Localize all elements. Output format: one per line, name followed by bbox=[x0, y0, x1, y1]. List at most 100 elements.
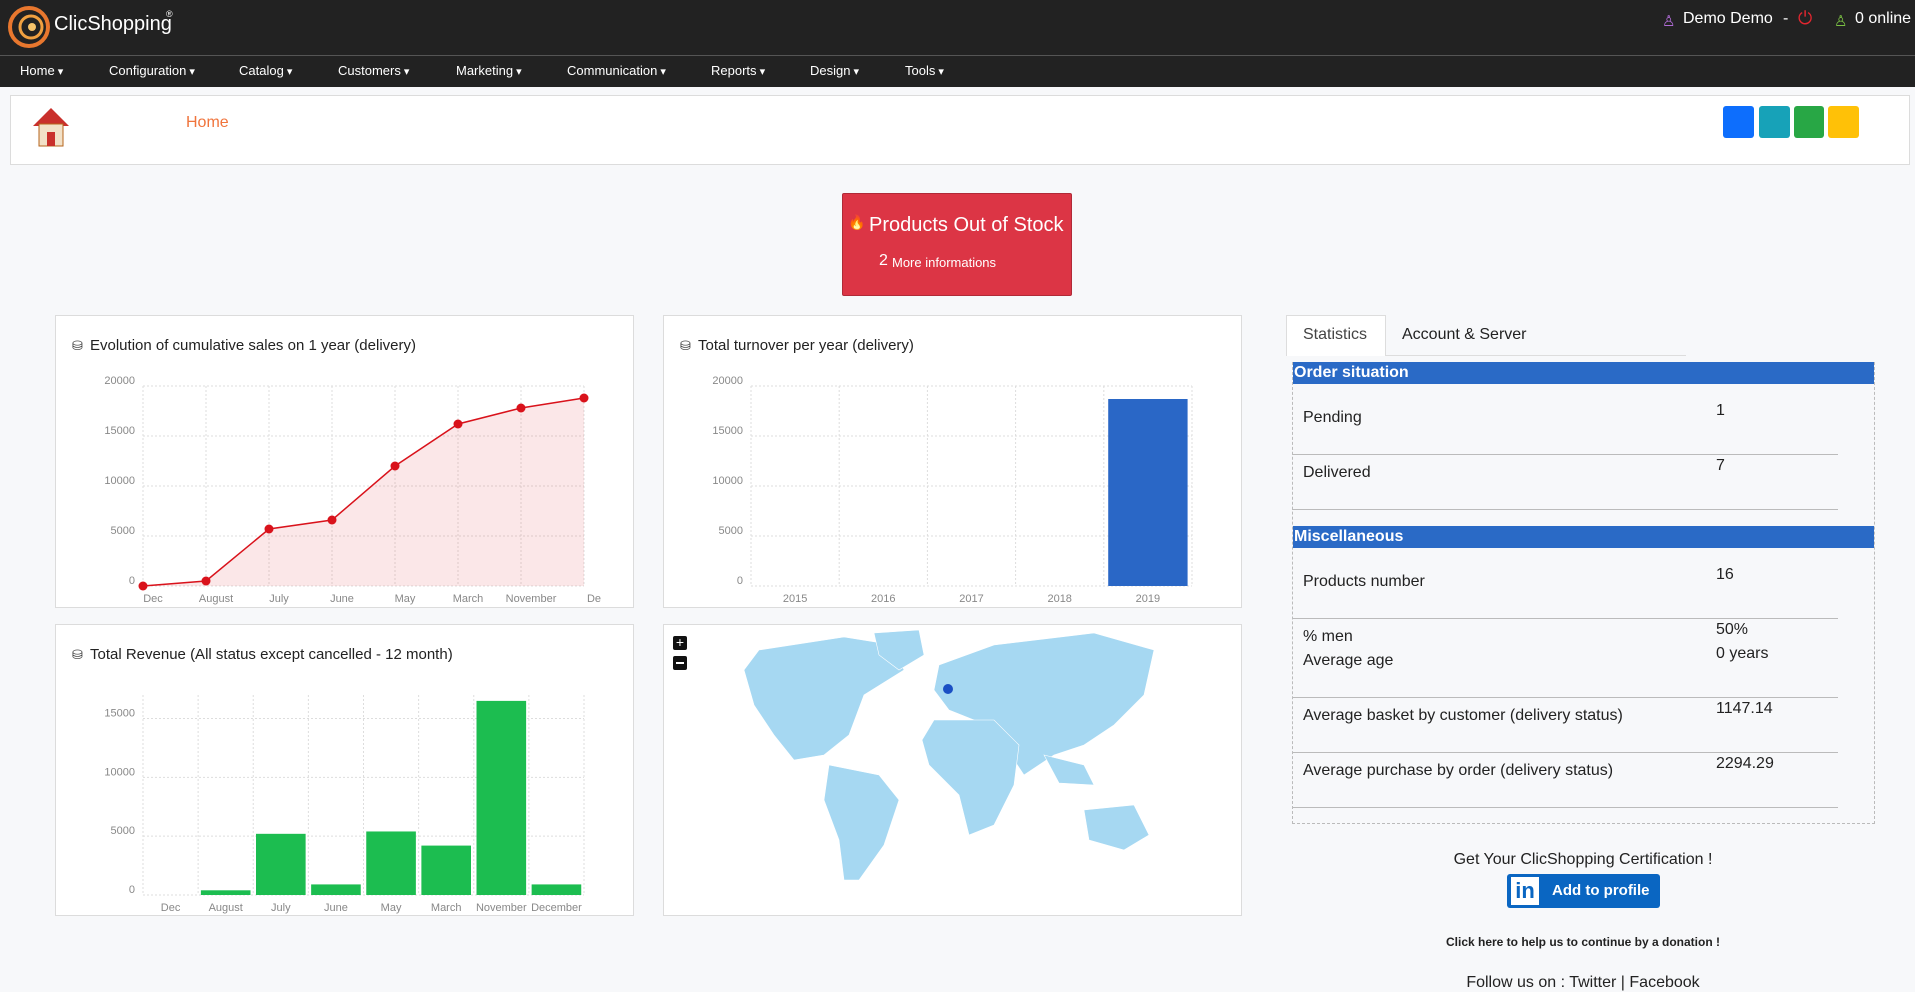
donation-link[interactable]: Click here to help us to continue by a d… bbox=[1445, 935, 1721, 949]
bar bbox=[200, 890, 251, 895]
chart-icon: ⛁ bbox=[680, 338, 691, 353]
y-tick-label: 0 bbox=[129, 884, 135, 896]
breadcrumb[interactable]: Home bbox=[186, 114, 229, 131]
chart: ⛁ Total Revenue (All status except cancel… bbox=[72, 646, 585, 914]
stats-table bbox=[1292, 362, 1875, 824]
x-tick-label: May bbox=[395, 593, 416, 605]
x-tick-label: Dec bbox=[143, 593, 163, 605]
bar bbox=[366, 831, 416, 895]
chart: ⛁ Evolution of cumulative sales on 1 year… bbox=[72, 337, 601, 605]
bar bbox=[421, 845, 471, 895]
fire-icon: 🔥 bbox=[848, 214, 866, 230]
y-tick-label: 20000 bbox=[712, 375, 743, 387]
user-button[interactable] bbox=[1828, 106, 1859, 138]
separator: - bbox=[1783, 10, 1789, 27]
x-tick-label: August bbox=[199, 593, 233, 605]
bar bbox=[476, 700, 527, 895]
bar bbox=[531, 884, 582, 895]
linkedin-badge: in bbox=[1511, 877, 1539, 905]
bookmark-button[interactable] bbox=[1794, 106, 1824, 138]
x-tick-label: June bbox=[324, 902, 348, 914]
list-button[interactable] bbox=[1723, 106, 1754, 138]
stat-label: Delivered bbox=[1303, 464, 1371, 481]
area bbox=[143, 398, 584, 586]
chart-panel: ⛁ Total turnover per year (delivery) 0 5000… bbox=[663, 315, 1242, 608]
zoom-in-icon: + bbox=[676, 634, 684, 650]
france-marker bbox=[943, 684, 953, 694]
logout-icon[interactable]: ⏻ bbox=[1798, 8, 1813, 28]
nav-item[interactable]: Home bbox=[20, 63, 63, 78]
stat-value: 1147.14 bbox=[1716, 700, 1773, 717]
x-tick-label: May bbox=[381, 902, 402, 914]
alert-title: Products Out of Stock bbox=[869, 214, 1064, 236]
point bbox=[327, 515, 337, 525]
y-tick-label: 0 bbox=[737, 575, 743, 587]
certification: Get Your ClicShopping Certification ! bbox=[1453, 851, 1713, 868]
x-tick-label: July bbox=[271, 902, 291, 914]
nav-item[interactable]: Catalog bbox=[239, 63, 292, 78]
alert-count: 2 bbox=[879, 252, 888, 269]
stat-label: Average basket by customer (delivery sta… bbox=[1303, 707, 1623, 724]
x-tick-label: March bbox=[453, 593, 484, 605]
zoom-in[interactable] bbox=[673, 636, 687, 650]
stat-label: Average age bbox=[1303, 652, 1394, 669]
bar bbox=[256, 833, 306, 895]
y-tick-label: 5000 bbox=[111, 825, 135, 837]
nav-item[interactable]: Marketing bbox=[456, 63, 522, 78]
chart: ⛁ Total turnover per year (delivery) 0 5000… bbox=[680, 337, 1193, 605]
logo[interactable]: ClicShopping bbox=[54, 13, 172, 35]
point bbox=[579, 393, 589, 403]
point bbox=[201, 576, 211, 586]
y-tick-label: 10000 bbox=[104, 766, 135, 778]
nav-item[interactable]: Communication bbox=[567, 63, 666, 78]
header: ClicShopping ® ♙ Demo Demo - ⏻ ♙ 0 onlin… bbox=[0, 0, 1915, 55]
chart-title: Total Revenue (All status except cancell… bbox=[90, 646, 453, 663]
alert-link[interactable]: More informations bbox=[892, 255, 997, 270]
point bbox=[264, 524, 274, 534]
row-separator bbox=[1292, 697, 1838, 698]
tab[interactable]: Account & Server bbox=[1402, 326, 1527, 343]
x-tick-label: December bbox=[531, 902, 582, 914]
tab-active[interactable] bbox=[1286, 315, 1386, 356]
online-icon: ♙ bbox=[1834, 13, 1848, 30]
follow-row: Follow us on : Twitter | Facebook bbox=[1283, 974, 1883, 992]
chart-icon: ⛁ bbox=[72, 338, 83, 353]
tab[interactable]: Statistics bbox=[1303, 326, 1368, 343]
nav-item[interactable]: Configuration bbox=[109, 63, 195, 78]
bar bbox=[311, 884, 361, 895]
stat-value: 1 bbox=[1716, 402, 1725, 419]
x-tick-label: 2015 bbox=[783, 593, 807, 605]
nav-item[interactable]: Reports bbox=[711, 63, 765, 78]
nav-item[interactable]: Tools bbox=[905, 63, 944, 78]
alert-box[interactable] bbox=[842, 193, 1072, 296]
facebook-link[interactable]: Facebook bbox=[1629, 974, 1700, 991]
x-tick-label: Dec bbox=[161, 902, 181, 914]
twitter-link[interactable]: Twitter bbox=[1569, 974, 1617, 991]
p-button[interactable] bbox=[1759, 106, 1790, 138]
stat-label: Average purchase by order (delivery stat… bbox=[1303, 762, 1614, 779]
y-tick-label: 5000 bbox=[719, 525, 743, 537]
chart-title: Total turnover per year (delivery) bbox=[698, 337, 914, 354]
stat-value: 7 bbox=[1716, 457, 1725, 474]
continents bbox=[743, 629, 1155, 881]
user-icon: ♙ bbox=[1662, 13, 1676, 30]
home-icon bbox=[33, 108, 69, 147]
chart-panel: ⛁ Evolution of cumulative sales on 1 year… bbox=[55, 315, 634, 608]
nav-item[interactable]: Customers bbox=[338, 63, 409, 78]
x-tick-label: 2017 bbox=[959, 593, 983, 605]
bar bbox=[1108, 399, 1188, 586]
chart-title: Evolution of cumulative sales on 1 year … bbox=[90, 337, 416, 354]
x-tick-label: June bbox=[330, 593, 354, 605]
section-header: Miscellaneous bbox=[1293, 526, 1874, 548]
x-tick-label: November bbox=[506, 593, 557, 605]
nav-item[interactable]: Design bbox=[810, 63, 859, 78]
x-tick-label: 2018 bbox=[1047, 593, 1071, 605]
x-tick-label: 2016 bbox=[871, 593, 895, 605]
x-tick-label: August bbox=[209, 902, 243, 914]
y-tick-label: 0 bbox=[129, 575, 135, 587]
user-name[interactable]: Demo Demo bbox=[1683, 10, 1773, 27]
stat-value: 16 bbox=[1716, 566, 1734, 583]
y-tick-label: 15000 bbox=[104, 708, 135, 720]
chart-icon: ⛁ bbox=[72, 647, 83, 662]
tab-line bbox=[1385, 355, 1686, 356]
